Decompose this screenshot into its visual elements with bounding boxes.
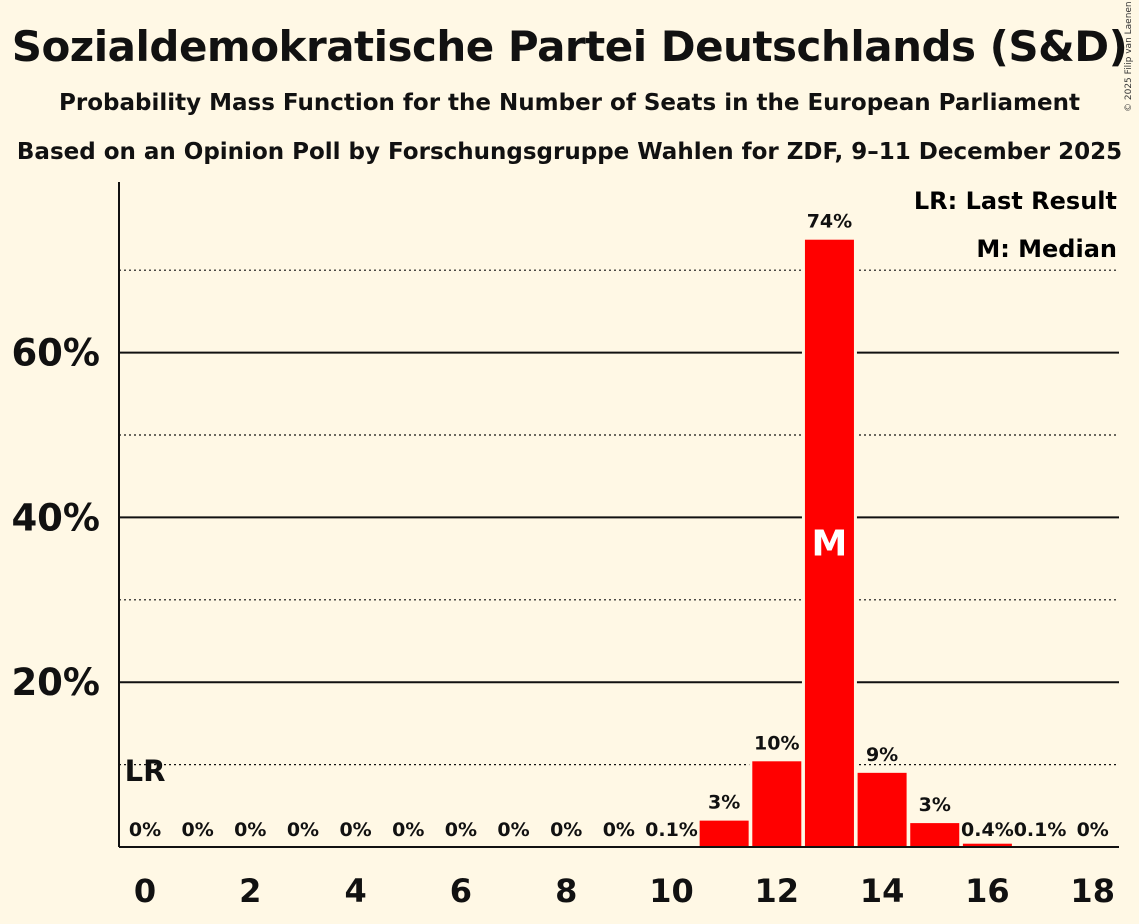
- data-label: 0%: [182, 819, 214, 841]
- x-tick-label: 14: [860, 872, 905, 910]
- bar-halo: [1012, 843, 1068, 847]
- data-label: 3%: [708, 792, 740, 814]
- data-label: 0%: [129, 819, 161, 841]
- x-tick-label: 0: [134, 872, 156, 910]
- data-label: 9%: [866, 744, 898, 766]
- chart-source-line: Based on an Opinion Poll by Forschungsgr…: [16, 139, 1123, 165]
- label-layer: 0% 0% 0% 0% 0% 0% 0% 0% 0% 0% 0.1% 3% 10% 74% 9% 3% 0.4%…: [125, 211, 1109, 841]
- axis-layer: 20% 40% 60% 0 2 4 6 8 10 12 14 16 18: [11, 182, 1119, 910]
- data-label: 0%: [392, 819, 424, 841]
- data-label: 0%: [497, 819, 529, 841]
- chart-title: Sozialdemokratische Partei Deutschlands …: [11, 22, 1128, 71]
- bar-layer: [644, 236, 1068, 847]
- grid-layer: [119, 269, 1119, 766]
- x-tick-label: 6: [450, 872, 472, 910]
- x-tick-label: 4: [344, 872, 366, 910]
- x-tick-label: 16: [965, 872, 1010, 910]
- data-label: 10%: [754, 732, 799, 754]
- y-tick-label: 60%: [11, 332, 100, 375]
- data-label: 0%: [339, 819, 371, 841]
- bar-seats-11: [699, 820, 749, 847]
- data-label: 0.4%: [961, 819, 1014, 841]
- legend-last-result: LR: Last Result: [914, 187, 1117, 215]
- bar-seats-16: [962, 843, 1012, 847]
- y-tick-label: 20%: [11, 661, 100, 704]
- data-label: 0%: [445, 819, 477, 841]
- data-label: 0.1%: [1014, 819, 1067, 841]
- bar-halo: [644, 843, 699, 847]
- data-label: 74%: [807, 211, 852, 233]
- bar-seats-12: [752, 761, 802, 847]
- last-result-marker: LR: [125, 754, 166, 788]
- data-label: 0%: [287, 819, 319, 841]
- chart-subtitle: Probability Mass Function for the Number…: [59, 90, 1080, 116]
- legend-median: M: Median: [976, 235, 1117, 263]
- x-tick-label: 18: [1070, 872, 1115, 910]
- bar-seats-14: [857, 772, 907, 847]
- y-tick-label: 40%: [11, 496, 100, 539]
- data-label: 0%: [234, 819, 266, 841]
- data-label: 0%: [603, 819, 635, 841]
- bar-seats-13: [804, 239, 854, 847]
- median-marker: M: [812, 523, 848, 564]
- x-tick-label: 8: [555, 872, 577, 910]
- x-tick-label: 12: [755, 872, 800, 910]
- data-label: 3%: [919, 794, 951, 816]
- data-label: 0%: [1077, 819, 1109, 841]
- x-tick-label: 10: [649, 872, 694, 910]
- data-label: 0%: [550, 819, 582, 841]
- data-label: 0.1%: [645, 819, 698, 841]
- x-tick-label: 2: [239, 872, 261, 910]
- bar-seats-15: [910, 823, 960, 847]
